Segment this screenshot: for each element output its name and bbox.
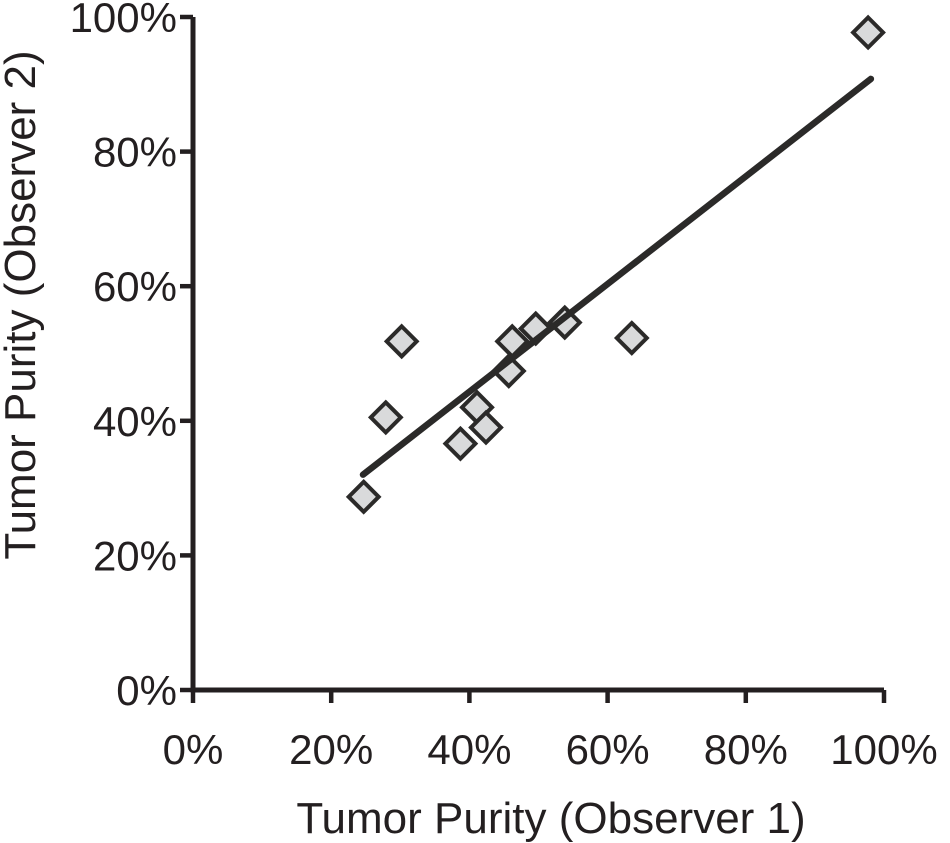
axis-spine (190, 17, 884, 693)
data-point-diamond (345, 479, 382, 515)
data-point-diamond (613, 320, 650, 356)
trend-line-layer (359, 75, 875, 478)
data-point-diamond (367, 399, 404, 436)
y-axis-title: Tumor Purity (Observer 2) (0, 50, 45, 559)
data-points (345, 14, 886, 515)
data-point-diamond (468, 409, 504, 446)
axis-ticks (180, 14, 887, 703)
x-tick-label: 20% (289, 726, 373, 773)
x-tick-label: 40% (427, 726, 511, 773)
y-tick-label: 80% (93, 129, 177, 176)
x-tick-label: 100% (830, 726, 937, 773)
x-tick-label: 60% (566, 726, 650, 773)
axis-tick-labels: 0% 20% 40% 60% 80% 100% 0% 20% 40% 60% 80% 100% (70, 0, 938, 773)
y-tick-label: 60% (93, 263, 177, 310)
x-axis-title: Tumor Purity (Observer 1) (296, 794, 805, 843)
data-point-diamond (383, 323, 420, 360)
y-tick-label: 100% (70, 0, 177, 41)
trend-line (359, 75, 875, 478)
x-tick-label: 0% (163, 726, 224, 773)
y-tick-label: 20% (93, 532, 177, 579)
y-tick-label: 40% (93, 398, 177, 445)
x-tick-label: 80% (704, 726, 788, 773)
data-point-diamond (850, 14, 886, 51)
axes (190, 17, 884, 693)
y-tick-label: 0% (116, 667, 177, 714)
data-point-diamond (442, 425, 479, 462)
